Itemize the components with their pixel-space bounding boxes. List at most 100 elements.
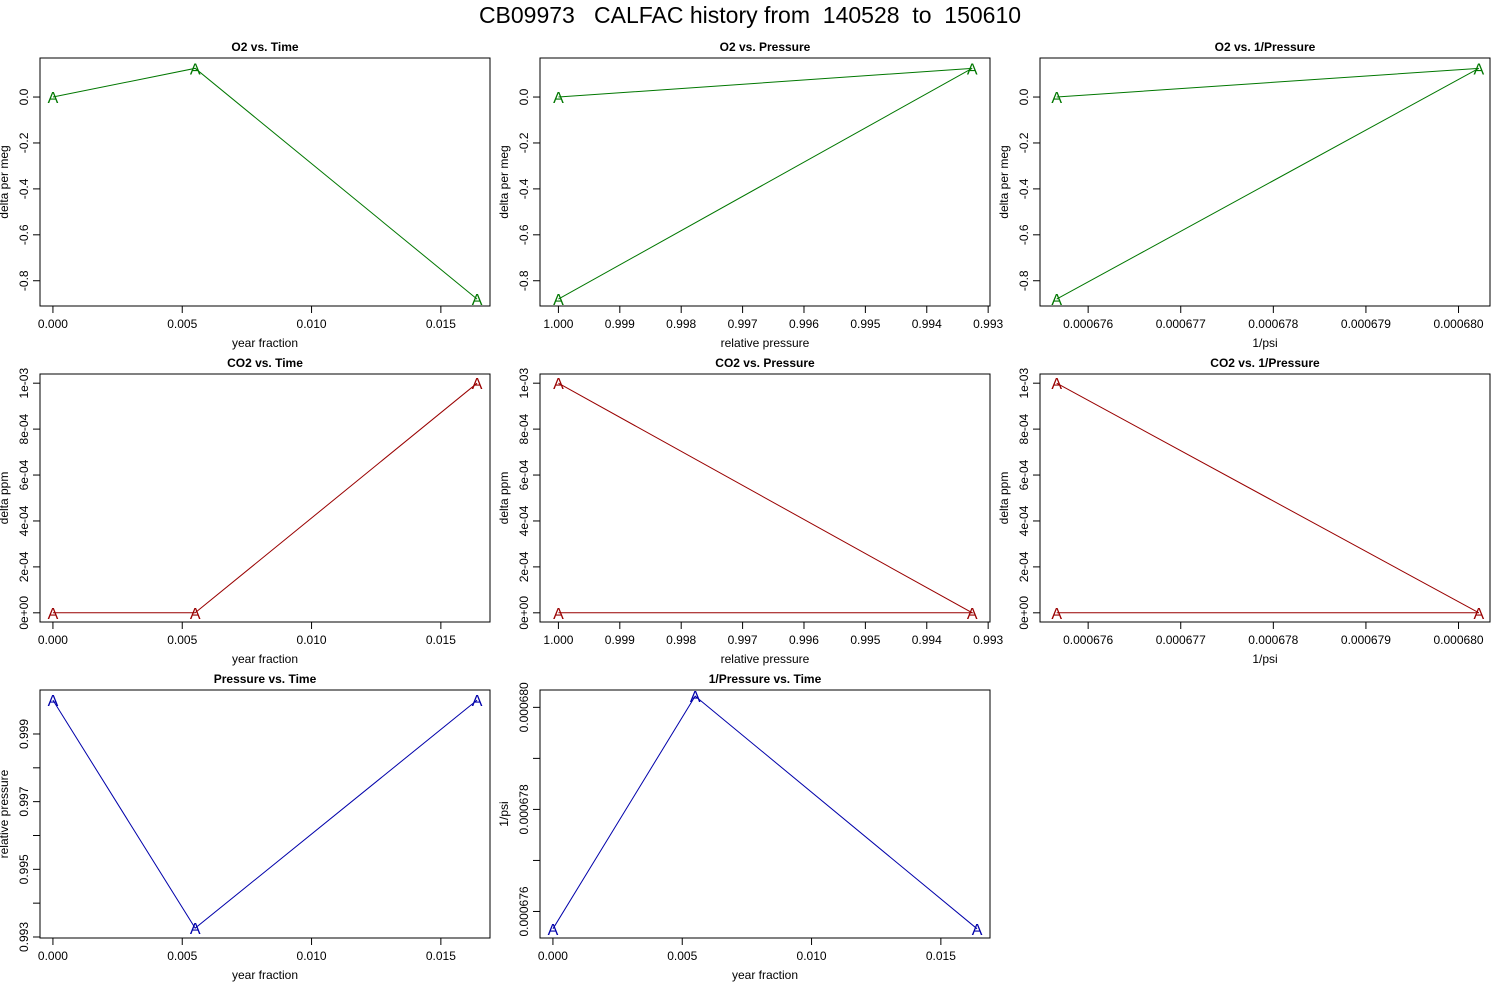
chart-panel-o2-pressure: O2 vs. Pressure 1.000 0.999 0.998 0.997 0.996… xyxy=(497,40,1003,350)
data-point-marker: A xyxy=(690,689,701,706)
y-tick-label: 2e-04 xyxy=(1017,551,1031,582)
x-tick-label: 0.997 xyxy=(728,633,758,647)
y-tick-label: 0.995 xyxy=(17,854,31,884)
y-axis-label: delta ppm xyxy=(0,472,11,525)
x-tick-label: 0.999 xyxy=(605,633,635,647)
x-tick-label: 1.000 xyxy=(543,633,573,647)
data-point-marker: A xyxy=(190,61,201,78)
plot-frame xyxy=(1039,57,1491,307)
data-point-marker: A xyxy=(553,606,564,623)
chart-panel-pressure-time: Pressure vs. Time 0.000 0.005 0.010 0.015 yea… xyxy=(0,672,491,982)
y-tick-label: -0.8 xyxy=(17,270,31,291)
data-point-marker: A xyxy=(48,606,59,623)
x-tick-label: 0.000680 xyxy=(1433,633,1483,647)
y-tick-label: 1e-03 xyxy=(17,368,31,399)
y-tick-label: 1e-03 xyxy=(517,368,531,399)
y-tick-label: 4e-04 xyxy=(17,505,31,536)
y-axis-label: delta per meg xyxy=(0,145,11,218)
data-point-marker: A xyxy=(472,376,483,393)
x-axis-label: 1/psi xyxy=(1252,652,1277,666)
data-point-marker: A xyxy=(48,90,59,107)
x-tick-label: 0.000676 xyxy=(1063,317,1113,331)
y-tick-label: -0.2 xyxy=(17,132,31,153)
chart-panel-co2-invpressure: CO2 vs. 1/Pressure 0.000676 0.000677 0.0006… xyxy=(997,356,1491,666)
data-point-marker: A xyxy=(967,61,978,78)
x-tick-label: 0.000678 xyxy=(1248,633,1298,647)
x-axis-label: relative pressure xyxy=(721,652,810,666)
y-tick-label: 0.0 xyxy=(1017,88,1031,105)
x-tick-label: 0.010 xyxy=(297,949,327,963)
chart-panel-o2-invpressure: O2 vs. 1/Pressure 0.000676 0.000677 0.00067… xyxy=(997,40,1491,350)
x-tick-label: 0.993 xyxy=(973,633,1003,647)
y-tick-label: -0.8 xyxy=(517,270,531,291)
x-tick-label: 0.000680 xyxy=(1433,317,1483,331)
data-point-marker: A xyxy=(472,292,483,309)
y-axis-label: delta ppm xyxy=(497,472,511,525)
plot-frame xyxy=(539,373,991,623)
panel-title: 1/Pressure vs. Time xyxy=(709,672,822,686)
plot-frame xyxy=(1039,373,1491,623)
data-point-marker: A xyxy=(1051,292,1062,309)
y-axis-label: delta per meg xyxy=(497,145,511,218)
y-tick-label: 8e-04 xyxy=(17,413,31,444)
y-tick-label: 6e-04 xyxy=(1017,459,1031,490)
data-point-marker: A xyxy=(1474,606,1485,623)
panel-title: CO2 vs. 1/Pressure xyxy=(1210,356,1320,370)
y-tick-label: 0.000678 xyxy=(517,784,531,834)
x-tick-label: 0.000 xyxy=(38,949,68,963)
y-tick-label: -0.6 xyxy=(1017,224,1031,245)
plot-frame xyxy=(39,373,491,623)
x-tick-label: 0.005 xyxy=(167,317,197,331)
y-tick-label: 0.997 xyxy=(17,786,31,816)
x-tick-label: 0.015 xyxy=(426,317,456,331)
y-tick-label: 0.993 xyxy=(17,922,31,952)
data-point-marker: A xyxy=(553,376,564,393)
x-axis-label: year fraction xyxy=(232,968,298,982)
data-point-marker: A xyxy=(1051,606,1062,623)
chart-panel-co2-pressure: CO2 vs. Pressure 1.000 0.999 0.998 0.997 0.99… xyxy=(497,356,1003,666)
y-tick-label: 8e-04 xyxy=(1017,413,1031,444)
y-axis-label: relative pressure xyxy=(0,769,11,858)
data-point-marker: A xyxy=(190,921,201,938)
chart-panel-co2-time: CO2 vs. Time 0.000 0.005 0.010 0.015 year fra… xyxy=(0,356,491,666)
x-tick-label: 0.000 xyxy=(38,317,68,331)
series-line xyxy=(52,382,478,614)
data-point-marker: A xyxy=(967,606,978,623)
y-tick-label: 0.0 xyxy=(517,88,531,105)
data-point-marker: A xyxy=(48,693,59,710)
y-tick-label: 0e+00 xyxy=(1017,596,1031,630)
x-tick-label: 0.000679 xyxy=(1341,317,1391,331)
x-tick-label: 0.010 xyxy=(297,317,327,331)
x-tick-label: 0.000 xyxy=(538,949,568,963)
x-axis-label: year fraction xyxy=(732,968,798,982)
series-line xyxy=(558,67,973,300)
y-tick-label: 2e-04 xyxy=(517,551,531,582)
data-point-marker: A xyxy=(1051,376,1062,393)
y-axis-label: delta ppm xyxy=(997,472,1011,525)
data-point-marker: A xyxy=(472,693,483,710)
y-tick-label: 6e-04 xyxy=(17,459,31,490)
y-tick-label: 0e+00 xyxy=(17,596,31,630)
data-point-marker: A xyxy=(553,90,564,107)
x-tick-label: 0.993 xyxy=(973,317,1003,331)
x-tick-label: 0.995 xyxy=(850,633,880,647)
y-tick-label: -0.4 xyxy=(17,178,31,199)
series-line xyxy=(1056,67,1480,300)
x-tick-label: 0.015 xyxy=(426,949,456,963)
x-tick-label: 0.000 xyxy=(38,633,68,647)
series-line xyxy=(552,695,978,930)
y-tick-label: 2e-04 xyxy=(17,551,31,582)
y-tick-label: -0.4 xyxy=(517,178,531,199)
x-axis-label: year fraction xyxy=(232,652,298,666)
x-tick-label: 0.995 xyxy=(850,317,880,331)
x-tick-label: 0.998 xyxy=(666,633,696,647)
y-tick-label: 1e-03 xyxy=(1017,368,1031,399)
data-point-marker: A xyxy=(553,292,564,309)
y-tick-label: 0e+00 xyxy=(517,596,531,630)
series-line xyxy=(558,382,975,614)
x-tick-label: 0.996 xyxy=(789,633,819,647)
data-point-marker: A xyxy=(548,922,559,939)
x-tick-label: 0.015 xyxy=(426,633,456,647)
y-tick-label: 8e-04 xyxy=(517,413,531,444)
